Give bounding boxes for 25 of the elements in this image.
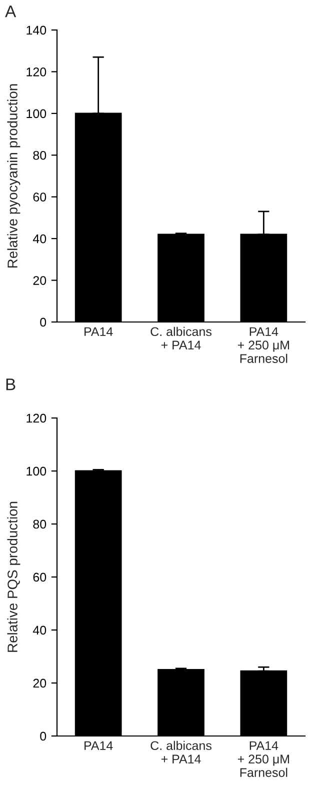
y-tick-label: 60: [33, 192, 46, 202]
text: B: [6, 378, 16, 390]
y-axis-title: Relative pyocyanin production: [7, 84, 20, 268]
x-tick-label: C. albicans + PA14: [150, 740, 212, 764]
y-tick-label: 40: [32, 234, 46, 244]
y-tick-label: 80: [33, 150, 46, 160]
y-tick-label: 0: [40, 318, 46, 327]
y-tick-label: 140: [26, 26, 46, 35]
x-tick-label: PA14: [84, 741, 113, 750]
y-tick-label: 20: [33, 276, 46, 285]
x-tick-label: PA14 + 250 μM Farnesol: [238, 741, 289, 777]
y-tick-label: 0: [40, 732, 46, 741]
y-tick-label: 80: [33, 520, 46, 529]
y-tick-label: 100: [26, 466, 46, 476]
y-tick-label: 60: [33, 572, 46, 582]
y-tick-label: 20: [33, 678, 46, 688]
x-tick-label: C. albicans + PA14: [150, 326, 212, 350]
y-axis-title: Relative PQS production: [7, 502, 20, 652]
y-tick-label: 40: [32, 626, 46, 635]
y-tick-label: 120: [26, 68, 46, 76]
text: A: [5, 6, 16, 18]
x-tick-label: PA14: [84, 327, 113, 336]
y-tick-label: 100: [26, 109, 46, 118]
y-tick-label: 120: [26, 414, 46, 423]
x-tick-label: PA14 + 250 μM Farnesol: [238, 327, 289, 363]
